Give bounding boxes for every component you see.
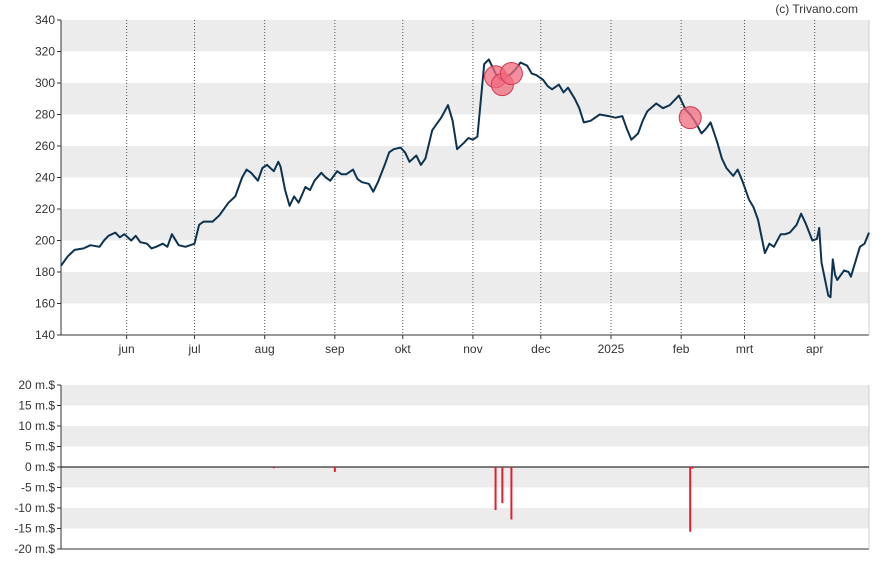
volume-y-tick-label: -15 m.$ xyxy=(14,522,55,536)
price-line xyxy=(60,58,870,299)
x-tick-label: okt xyxy=(395,342,412,356)
x-tick-label: nov xyxy=(463,342,482,356)
volume-bar[interactable] xyxy=(333,467,336,472)
price-band xyxy=(61,272,869,304)
volume-bar[interactable] xyxy=(272,467,275,469)
x-tick-label: 2025 xyxy=(598,342,625,356)
volume-bar[interactable] xyxy=(510,467,513,520)
volume-y-tick-label: 10 m.$ xyxy=(18,419,55,433)
y-tick-label: 180 xyxy=(35,265,55,279)
x-tick-label: jul xyxy=(188,342,201,356)
x-tick-label: feb xyxy=(673,342,690,356)
volume-bar[interactable] xyxy=(691,467,694,469)
volume-y-tick-label: -10 m.$ xyxy=(14,501,55,515)
y-tick-label: 240 xyxy=(35,171,55,185)
volume-y-tick-label: 20 m.$ xyxy=(18,378,55,392)
price-chart: jun jul aug sep okt nov dec 2025 feb mrt apr 140 160… xyxy=(35,13,870,356)
volume-bar[interactable] xyxy=(689,467,692,532)
volume-y-tick-label: 0 m.$ xyxy=(25,460,55,474)
volume-y-tick-label: -20 m.$ xyxy=(14,542,55,556)
x-tick-label: jun xyxy=(118,342,135,356)
y-tick-label: 340 xyxy=(35,13,55,27)
insider-volume-chart: 20 m.$ 15 m.$ 10 m.$ 5 m.$ 0 m.$ -5 m.$ -10 m.… xyxy=(14,378,870,556)
y-tick-label: 160 xyxy=(35,297,55,311)
volume-bar[interactable] xyxy=(501,467,504,504)
volume-band xyxy=(61,426,869,447)
y-tick-label: 280 xyxy=(35,108,55,122)
volume-bar[interactable] xyxy=(494,467,497,511)
y-tick-label: 300 xyxy=(35,76,55,90)
volume-y-tick-label: 5 m.$ xyxy=(25,440,55,454)
volume-band xyxy=(61,385,869,406)
x-tick-label: sep xyxy=(325,342,345,356)
x-tick-label: apr xyxy=(806,342,823,356)
volume-band xyxy=(61,467,869,488)
price-band xyxy=(61,20,869,52)
y-tick-label: 220 xyxy=(35,202,55,216)
price-band xyxy=(61,83,869,115)
insider-trade-marker[interactable] xyxy=(499,62,523,86)
x-tick-label: mrt xyxy=(736,342,754,356)
x-tick-label: dec xyxy=(531,342,550,356)
credit-label: (c) Trivano.com xyxy=(775,2,858,16)
y-tick-label: 200 xyxy=(35,234,55,248)
volume-y-tick-label: 15 m.$ xyxy=(18,399,55,413)
y-tick-label: 140 xyxy=(35,328,55,342)
volume-y-tick-label: -5 m.$ xyxy=(21,481,55,495)
price-band xyxy=(61,146,869,178)
insider-trade-marker[interactable] xyxy=(678,106,702,130)
price-band xyxy=(61,209,869,241)
x-tick-label: aug xyxy=(255,342,275,356)
y-tick-label: 260 xyxy=(35,139,55,153)
y-tick-label: 320 xyxy=(35,45,55,59)
volume-band xyxy=(61,508,869,529)
